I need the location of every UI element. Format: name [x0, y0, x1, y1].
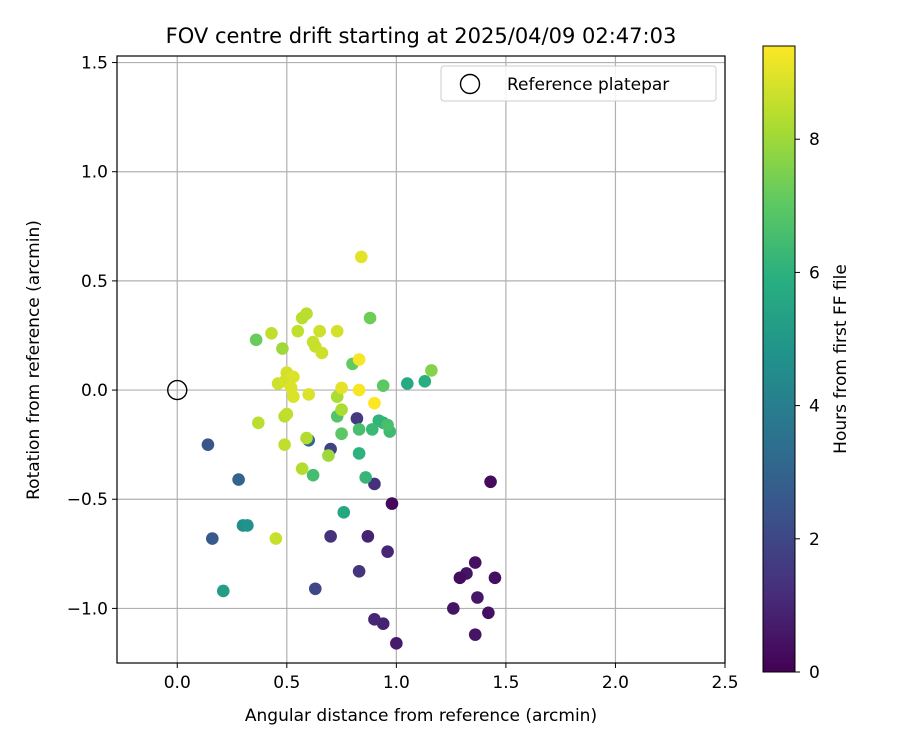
data-point — [249, 333, 263, 347]
data-point — [313, 324, 326, 338]
x-tick-label: 0.0 — [164, 673, 191, 693]
x-tick-label: 0.5 — [273, 673, 300, 693]
data-point — [425, 364, 438, 377]
data-point — [201, 438, 215, 451]
data-point — [471, 591, 484, 604]
data-point — [482, 606, 495, 620]
data-point — [350, 412, 364, 425]
data-point — [352, 423, 366, 436]
data-point — [376, 379, 390, 393]
y-tick-label: 1.0 — [81, 163, 108, 183]
data-point — [352, 383, 366, 397]
colorbar-label: Hours from first FF file — [831, 264, 851, 454]
data-point — [295, 462, 309, 475]
data-point — [306, 468, 320, 482]
data-point — [352, 353, 366, 366]
data-point — [418, 375, 432, 388]
data-point — [352, 564, 366, 578]
data-point — [368, 396, 381, 410]
colorbar-gradient — [762, 45, 796, 673]
y-tick-label: 1.5 — [81, 54, 108, 74]
chart-title: FOV centre drift starting at 2025/04/09 … — [166, 24, 677, 48]
data-point — [269, 532, 283, 545]
colorbar-tick-label: 4 — [809, 397, 820, 417]
colorbar-ticks: 0 2 4 6 8 — [795, 130, 820, 683]
colorbar: 0 2 4 6 8 Hours from first FF file — [762, 45, 851, 683]
data-point — [361, 530, 375, 543]
data-point — [468, 628, 482, 641]
y-tick-label: −0.5 — [67, 490, 108, 510]
data-point — [302, 388, 316, 401]
data-point — [252, 416, 265, 430]
data-point — [401, 377, 414, 390]
data-point — [368, 613, 381, 626]
y-tick-label: −1.0 — [67, 599, 108, 619]
data-point — [216, 584, 230, 598]
data-point — [322, 449, 335, 462]
data-point — [300, 307, 313, 320]
data-point — [232, 473, 245, 486]
data-point — [241, 519, 254, 532]
data-point — [484, 475, 497, 489]
data-point — [287, 390, 300, 403]
data-point — [330, 324, 344, 338]
y-axis-ticks: −1.0 −0.5 0.0 0.5 1.0 1.5 — [67, 54, 117, 619]
reference-marker-layer — [167, 379, 188, 401]
data-point — [287, 370, 300, 384]
data-points — [201, 250, 502, 650]
data-point — [291, 324, 305, 338]
y-tick-label: 0.5 — [81, 272, 108, 292]
data-point — [335, 403, 348, 417]
reference-platepar-marker — [167, 379, 188, 401]
data-point — [280, 407, 294, 421]
data-point — [335, 381, 348, 395]
data-point — [308, 582, 322, 596]
data-point — [381, 418, 394, 432]
data-point — [337, 506, 351, 519]
data-point — [315, 346, 329, 360]
x-tick-label: 1.5 — [492, 673, 519, 693]
data-point — [365, 423, 379, 436]
y-tick-label: 0.0 — [81, 381, 108, 401]
data-point — [300, 431, 313, 445]
data-point — [276, 342, 289, 355]
data-point — [352, 447, 366, 460]
data-point — [390, 637, 403, 650]
grid — [117, 56, 726, 663]
data-point — [335, 427, 348, 441]
data-point — [359, 471, 372, 484]
x-tick-label: 2.5 — [711, 673, 738, 693]
data-point — [447, 602, 460, 615]
x-tick-label: 1.0 — [383, 673, 410, 693]
legend-label: Reference platepar — [507, 75, 669, 95]
legend-box — [440, 65, 717, 102]
data-point — [265, 326, 278, 340]
plot-frame — [116, 55, 726, 664]
legend: Reference platepar — [440, 65, 717, 102]
data-point — [381, 545, 394, 558]
x-tick-label: 2.0 — [602, 673, 629, 693]
y-axis-label: Rotation from reference (arcmin) — [24, 220, 44, 500]
data-point — [453, 571, 467, 585]
x-axis-ticks: 0.0 0.5 1.0 1.5 2.0 2.5 — [164, 663, 739, 693]
data-point — [468, 556, 482, 569]
colorbar-tick-label: 8 — [809, 130, 820, 150]
colorbar-tick-label: 2 — [809, 530, 820, 550]
data-point — [385, 497, 399, 510]
data-point — [368, 477, 381, 491]
data-point — [324, 530, 337, 543]
data-point — [354, 250, 368, 264]
colorbar-tick-label: 0 — [809, 663, 820, 683]
data-point — [363, 311, 377, 325]
data-point — [488, 571, 502, 585]
data-point — [278, 438, 291, 451]
data-point — [206, 532, 219, 545]
colorbar-tick-label: 6 — [809, 263, 820, 283]
x-axis-label: Angular distance from reference (arcmin) — [245, 706, 597, 726]
legend-reference-marker — [459, 73, 481, 95]
